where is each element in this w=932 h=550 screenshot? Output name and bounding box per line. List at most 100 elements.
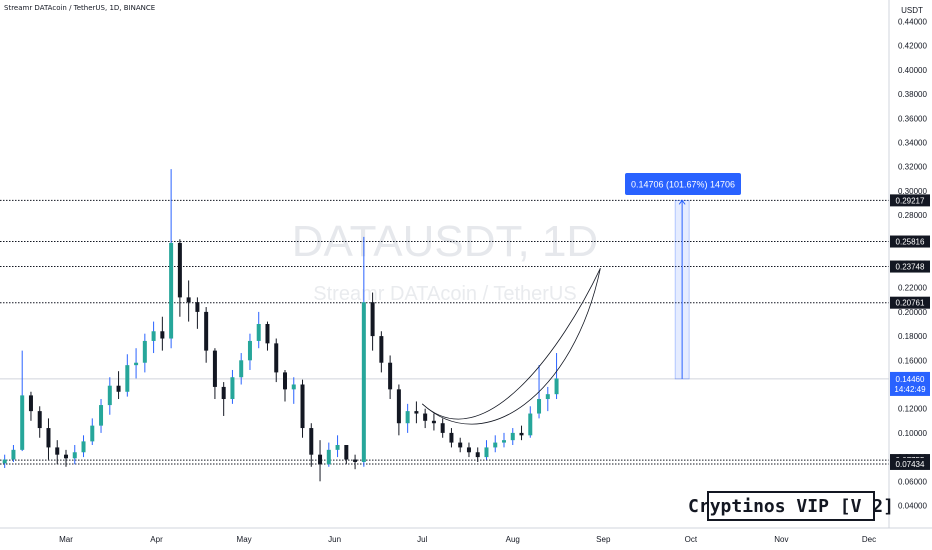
bowl-curve: [421, 268, 601, 420]
price-tick-label: 0.16000: [898, 356, 927, 365]
candle-body: [388, 362, 393, 390]
candle-body: [107, 385, 112, 406]
last-price-label: 0.14460: [896, 375, 925, 384]
measure-label: 0.14706 (101.67%) 14706: [631, 180, 735, 190]
time-tick-label: Nov: [774, 535, 788, 544]
watermark-sub: Streamr DATAcoin / TetherUS: [313, 283, 576, 305]
level-badge: [890, 194, 930, 207]
level-badge-label: 0.20761: [896, 299, 925, 308]
candle-body: [81, 441, 86, 453]
candle-body: [528, 413, 533, 436]
price-tick-label: 0.42000: [898, 42, 927, 51]
price-tick-label: 0.44000: [898, 18, 927, 27]
price-tick-label: 0.22000: [898, 284, 927, 293]
candle-body: [265, 324, 270, 344]
candle-body: [335, 445, 340, 450]
candle-body: [169, 242, 174, 339]
candle-body: [2, 459, 7, 464]
measure-arrowhead: [678, 199, 686, 205]
candle-body: [423, 413, 428, 421]
level-badge-label: 0.29217: [896, 196, 925, 205]
candle-body: [545, 394, 550, 400]
bowl-curve: [421, 268, 601, 425]
price-tick-label: 0.12000: [898, 405, 927, 414]
level-badge: [890, 260, 930, 273]
symbol-title: Streamr DATAcoin / TetherUS, 1D, BINANCE: [4, 4, 156, 12]
candle-body: [46, 428, 51, 448]
candle-body: [396, 389, 401, 424]
candle-body: [274, 343, 279, 373]
candle-body: [519, 432, 524, 436]
time-axis[interactable]: Mar Apr May Jun Jul Aug Sep Oct Nov Dec: [0, 527, 932, 544]
watermark: DATAUSDT, 1D Streamr DATAcoin / TetherUS: [292, 217, 598, 305]
candle-body: [55, 447, 60, 455]
candle-body: [405, 411, 410, 424]
candle-body: [134, 362, 139, 366]
candle-body: [344, 445, 349, 460]
price-tick-label: 0.36000: [898, 114, 927, 123]
candle-body: [239, 360, 244, 378]
time-tick-label: Aug: [506, 535, 520, 544]
candles: [2, 169, 559, 482]
time-tick-label: Dec: [862, 535, 876, 544]
time-tick-label: May: [237, 535, 252, 544]
price-tick-label: 0.04000: [898, 502, 927, 511]
level-badge: [890, 457, 930, 470]
price-tick-label: 0.38000: [898, 90, 927, 99]
candle-body: [230, 377, 235, 400]
last-price-badge: [890, 371, 930, 396]
price-tick-label: 0.20000: [898, 308, 927, 317]
candle-body: [484, 447, 489, 458]
price-tick-label: 0.40000: [898, 66, 927, 75]
candle-body: [466, 447, 471, 453]
candle-body: [291, 384, 296, 390]
candle-body: [475, 452, 480, 458]
candle-body: [28, 395, 33, 412]
time-tick-label: Apr: [150, 535, 163, 544]
price-range-measure[interactable]: 0.14706 (101.67%) 14706: [625, 173, 741, 380]
candle-body: [90, 425, 95, 442]
measure-label-box: [625, 173, 741, 195]
time-tick-label: Mar: [59, 535, 73, 544]
candle-body: [493, 442, 498, 448]
candle-body: [502, 440, 506, 443]
candle-body: [353, 459, 358, 462]
price-tick-label: 0.18000: [898, 332, 927, 341]
level-badge-label: 0.25816: [896, 238, 925, 247]
candle-body: [204, 311, 209, 351]
candle-body: [300, 384, 305, 429]
level-badge: [890, 296, 930, 309]
candle-body: [20, 395, 25, 450]
candle-body: [125, 365, 130, 392]
price-tick-label: 0.10000: [898, 429, 927, 438]
level-badge: [890, 235, 930, 248]
axis-labels: 0.292170.258160.237480.207610.077550.074…: [890, 194, 930, 470]
candle-body: [554, 378, 559, 395]
price-tick-label: 0.06000: [898, 477, 927, 486]
price-tick-label: 0.28000: [898, 211, 927, 220]
time-tick-label: Oct: [685, 535, 698, 544]
time-tick-label: Jun: [328, 535, 341, 544]
cryptinos-vip-banner: Cryptinos VIP [V 2]: [688, 491, 894, 521]
candle-body: [160, 331, 165, 339]
candle-body: [116, 385, 121, 392]
candle-body: [431, 420, 436, 424]
candle-body: [361, 302, 366, 462]
candle-body: [283, 372, 287, 390]
candle-body: [64, 454, 68, 459]
candle-body: [221, 386, 226, 400]
candle-body: [537, 399, 542, 414]
candle-body: [309, 428, 314, 455]
candle-body: [370, 302, 375, 337]
candle-body: [177, 242, 182, 298]
candle-body: [256, 324, 261, 341]
countdown-label: 14:42:49: [894, 385, 926, 394]
candle-body: [72, 452, 77, 459]
candle-body: [151, 331, 156, 341]
time-tick-label: Jul: [417, 535, 427, 544]
candle-body: [379, 336, 384, 363]
candle-body: [458, 442, 463, 448]
candle-body: [247, 340, 252, 361]
candle-body: [510, 432, 515, 441]
